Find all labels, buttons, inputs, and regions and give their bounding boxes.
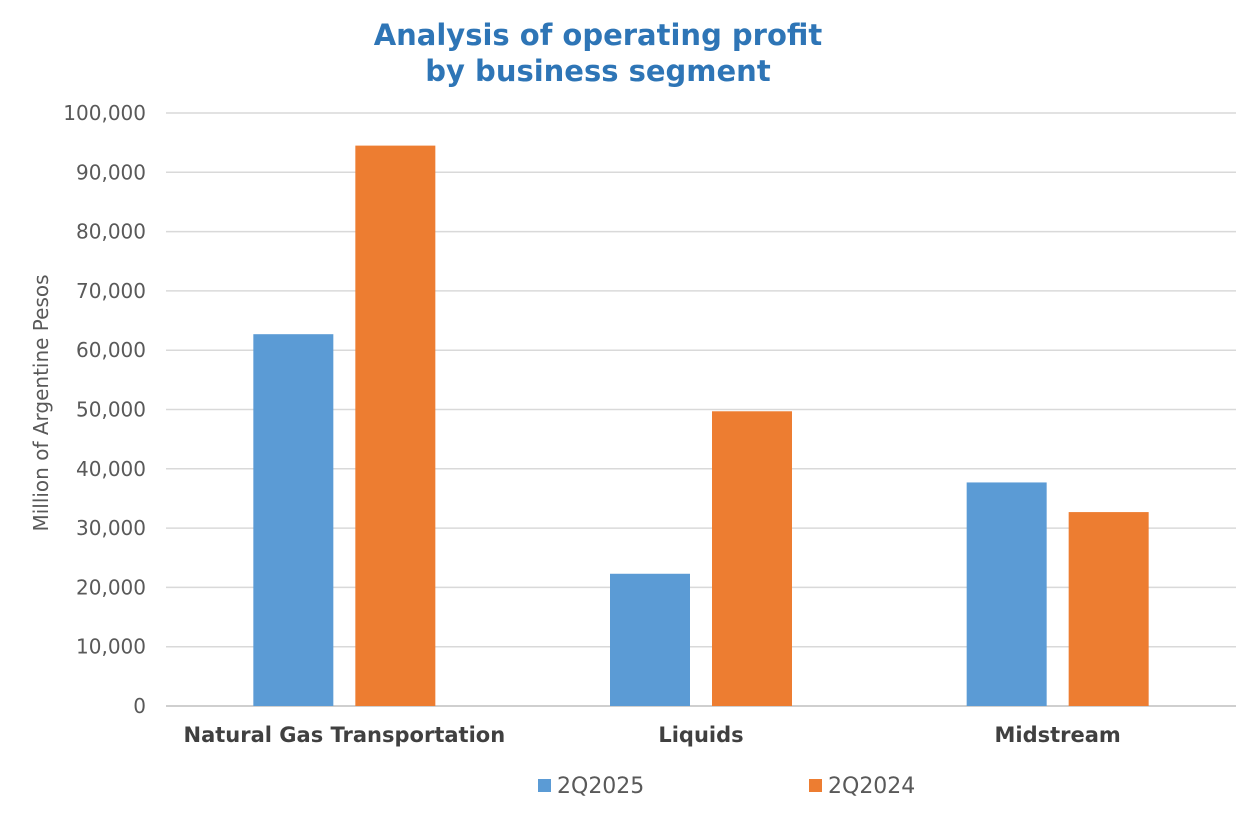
x-tick-label: Midstream [995,723,1121,747]
bars [253,145,1149,707]
legend-label: 2Q2024 [828,774,915,799]
x-tick-label: Liquids [658,723,743,747]
y-tick-label: 100,000 [63,101,146,125]
legend-swatch [538,779,551,792]
y-axis-label: Million of Argentine Pesos [29,274,53,531]
bar-2Q2024 [1068,512,1149,706]
y-tick-label: 70,000 [76,279,146,303]
y-tick-label: 80,000 [76,220,146,244]
chart-title: Analysis of operating profit by business… [374,18,823,88]
y-tick-label: 20,000 [76,575,146,599]
bar-2Q2025 [966,482,1047,706]
gridlines [166,112,1236,707]
y-tick-label: 90,000 [76,160,146,184]
x-axis-ticks: Natural Gas Transportation Liquids Midstre… [184,723,1121,747]
legend: 2Q2025 2Q2024 [538,774,915,799]
y-tick-label: 50,000 [76,398,146,422]
bar-2Q2024 [712,411,792,706]
y-tick-label: 10,000 [76,635,146,659]
y-tick-label: 30,000 [76,516,146,540]
y-tick-label: 60,000 [76,338,146,362]
bar-2Q2025 [610,573,690,706]
chart-title-line-2: by business segment [425,54,771,88]
bar-2Q2024 [355,145,436,707]
chart-title-line-1: Analysis of operating profit [374,18,823,52]
y-tick-label: 40,000 [76,457,146,481]
y-tick-label: 0 [133,694,146,718]
bar-2Q2025 [253,334,334,706]
x-tick-label: Natural Gas Transportation [184,723,506,747]
y-axis-ticks: 0 10,000 20,000 30,000 40,000 50,000 60,000 70,… [63,101,146,718]
legend-label: 2Q2025 [557,774,644,799]
legend-swatch [809,779,822,792]
